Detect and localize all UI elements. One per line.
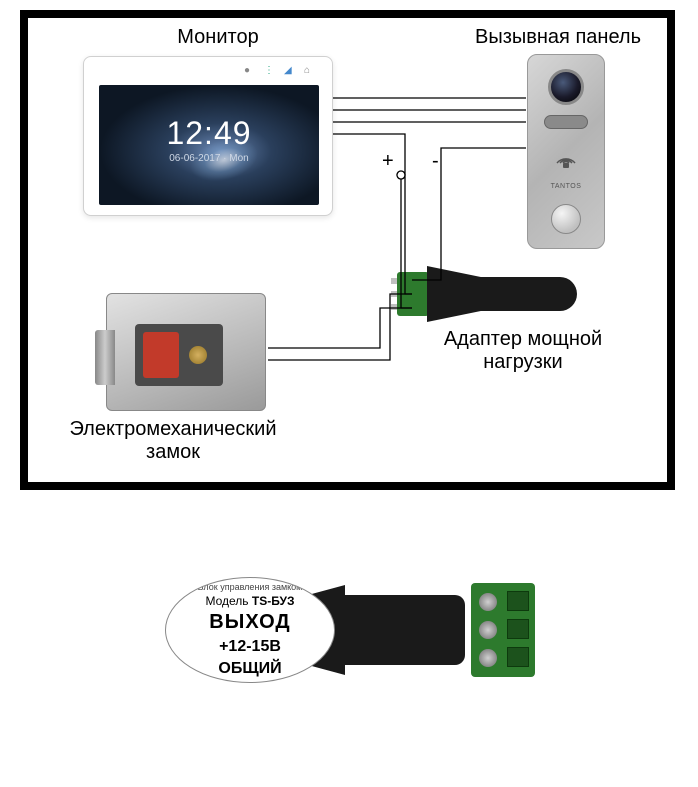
adapter-terminal-block: [471, 583, 535, 677]
terminal-slot: [507, 647, 529, 667]
adapter-label: Адаптер мощной нагрузки: [423, 328, 623, 374]
lock-device: [106, 293, 266, 411]
dot-icon: ●: [244, 65, 254, 75]
adapter-product-photo: Блок управления замком Модель TS-БУЗ ВЫХ…: [165, 565, 535, 695]
speaker-grille: [544, 115, 588, 129]
terminal-slot: [507, 591, 529, 611]
terminal-connector: [397, 272, 429, 316]
sticker-voltage: +12-15В: [219, 636, 281, 658]
keyhole-icon: [189, 346, 207, 364]
terminal-screw-icon: [479, 621, 497, 639]
monitor-top-icons: ● ⋮ ◢ ⌂: [244, 65, 314, 75]
monitor-label: Монитор: [148, 26, 288, 49]
plus-mark: +: [382, 150, 394, 173]
wifi-icon: ⋮: [264, 65, 274, 75]
terminal-screw-icon: [479, 649, 497, 667]
heatshrink: [427, 266, 482, 322]
terminal-pin: [391, 304, 397, 310]
sticker-common: ОБЩИЙ: [218, 658, 281, 680]
monitor-time: 12:49: [99, 115, 319, 152]
load-adapter-device: [397, 266, 577, 322]
terminal-slot: [507, 619, 529, 639]
lock-label: Электромеханический замок: [43, 418, 303, 464]
monitor-date: 06-06-2017 · Mon: [99, 153, 319, 164]
call-button-icon: [551, 204, 581, 234]
brand-text: TANTOS: [528, 183, 604, 190]
model-prefix: Модель: [205, 594, 248, 608]
monitor-screen: 12:49 06-06-2017 · Mon: [99, 85, 319, 205]
terminal-pin: [391, 278, 397, 284]
call-panel-label: Вызывная панель: [458, 26, 658, 49]
home-icon: ⌂: [304, 65, 314, 75]
terminal-pin: [391, 291, 397, 297]
model-name: TS-БУЗ: [252, 594, 295, 608]
terminal-screw-icon: [479, 593, 497, 611]
wiring-diagram-frame: Монитор Вызывная панель Электромеханичес…: [20, 10, 675, 490]
adapter-sticker: Блок управления замком Модель TS-БУЗ ВЫХ…: [165, 577, 335, 683]
minus-mark: -: [432, 150, 439, 173]
lock-release-button: [143, 332, 179, 378]
sticker-model: Модель TS-БУЗ: [205, 593, 294, 609]
rfid-icon: [551, 143, 581, 173]
lock-front-plate: [135, 324, 223, 386]
signal-icon: ◢: [284, 65, 294, 75]
adapter-capacitor-body: [477, 277, 577, 311]
sticker-line1: Блок управления замком: [198, 581, 303, 593]
camera-icon: [548, 69, 584, 105]
monitor-device: ● ⋮ ◢ ⌂ 12:49 06-06-2017 · Mon: [83, 56, 333, 216]
call-panel-device: TANTOS: [527, 54, 605, 249]
lock-cylinder: [95, 330, 115, 385]
sticker-output: ВЫХОД: [209, 609, 290, 636]
